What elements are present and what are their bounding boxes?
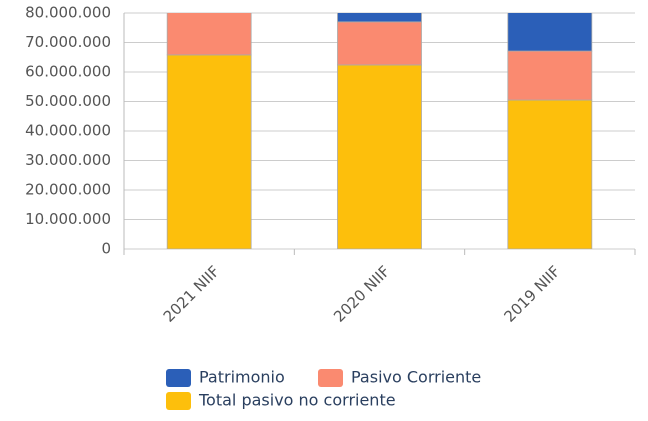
bar-segment [337, 64, 422, 249]
x-tick-label: 2020 NIIF [330, 262, 393, 325]
legend-label: Pasivo Corriente [351, 368, 481, 387]
y-tick-label: 10.000.000 [25, 210, 111, 228]
x-tick-label: 2021 NIIF [160, 262, 223, 325]
bar-segment [337, 21, 422, 66]
y-tick-label: 60.000.000 [25, 63, 111, 81]
legend-label: Total pasivo no corriente [198, 391, 396, 410]
x-tick-label: 2019 NIIF [500, 262, 563, 325]
legend-swatch [166, 392, 191, 410]
bar-segment [166, 13, 252, 56]
bar-segment [337, 13, 422, 23]
bar-segment [507, 50, 593, 101]
legend-label: Patrimonio [199, 368, 285, 387]
legend-swatch [318, 369, 343, 387]
bar-segment [507, 13, 593, 52]
y-tick-label: 20.000.000 [25, 181, 111, 199]
y-tick-label: 70.000.000 [25, 33, 111, 51]
y-tick-label: 80.000.000 [25, 4, 111, 22]
bars [166, 0, 593, 249]
bar-segment [167, 0, 251, 11]
bar-segment [166, 54, 252, 249]
bar-segment [507, 99, 593, 249]
y-tick-label: 40.000.000 [25, 122, 111, 140]
legend-swatch [166, 369, 191, 387]
y-tick-label: 50.000.000 [25, 92, 111, 110]
y-tick-label: 0 [101, 240, 111, 258]
y-tick-label: 30.000.000 [25, 151, 111, 169]
labels: 0 10.000.000 20.000.000 30.000.000 40.000.00… [25, 4, 564, 410]
